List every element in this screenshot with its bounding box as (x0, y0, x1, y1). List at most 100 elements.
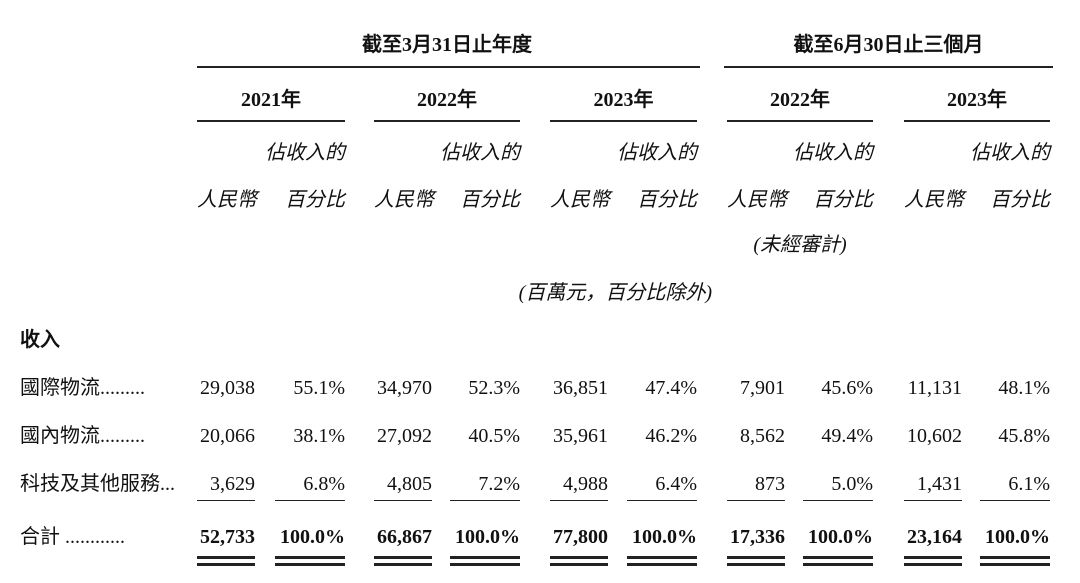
subtotal-rule (450, 500, 520, 501)
cell: 5.0% (831, 473, 873, 495)
cell: 7,901 (740, 377, 785, 399)
cell: 3,629 (210, 473, 255, 495)
subtotal-rule (374, 500, 432, 501)
cell: 29,038 (200, 377, 255, 399)
column-header: 人民幣 (904, 189, 964, 211)
year-header: 2023年 (593, 89, 654, 111)
cell: 4,805 (387, 473, 432, 495)
total-rule (904, 563, 962, 566)
subtotal-rule (275, 500, 345, 501)
column-header: 百分比 (460, 189, 520, 211)
cell: 45.6% (821, 377, 873, 399)
total-rule (980, 556, 1050, 559)
column-header: 百分比 (637, 189, 697, 211)
column-header: 佔收入的 (793, 142, 873, 164)
total-rule (374, 563, 432, 566)
total-rule (727, 563, 785, 566)
total-rule (627, 556, 697, 559)
column-header: 佔收入的 (970, 142, 1050, 164)
subtotal-rule (727, 500, 785, 501)
column-header: 人民幣 (550, 189, 610, 211)
year-header: 2021年 (241, 89, 301, 111)
row-label: 科技及其他服務... (20, 473, 175, 495)
column-header: 佔收入的 (617, 142, 697, 164)
year-rule (197, 120, 345, 122)
cell: 35,961 (553, 425, 608, 447)
cell: 48.1% (998, 377, 1050, 399)
cell: 4,988 (563, 473, 608, 495)
row-label: 合計 ............ (20, 526, 125, 548)
total-rule (727, 556, 785, 559)
section-label: 收入 (20, 329, 60, 351)
total-rule (803, 563, 873, 566)
total-rule (803, 556, 873, 559)
total-rule (904, 556, 962, 559)
cell: 23,164 (907, 526, 962, 548)
subtotal-rule (904, 500, 962, 501)
cell: 55.1% (293, 377, 345, 399)
cell: 40.5% (468, 425, 520, 447)
cell: 11,131 (907, 377, 962, 399)
cell: 77,800 (553, 526, 608, 548)
year-header: 2022年 (417, 89, 477, 111)
cell: 52.3% (468, 377, 520, 399)
group-header: 截至6月30日止三個月 (793, 34, 984, 56)
cell: 49.4% (821, 425, 873, 447)
subtotal-rule (550, 500, 608, 501)
total-rule (627, 563, 697, 566)
column-header: 百分比 (813, 189, 873, 211)
column-header: 人民幣 (374, 189, 434, 211)
cell: 52,733 (200, 526, 255, 548)
subtotal-rule (197, 500, 255, 501)
subtotal-rule (627, 500, 697, 501)
total-rule (550, 563, 608, 566)
cell: 8,562 (740, 425, 785, 447)
total-rule (450, 563, 520, 566)
cell: 1,431 (917, 473, 962, 495)
note: (百萬元，百分比除外) (518, 282, 712, 304)
subtotal-rule (803, 500, 873, 501)
group-header: 截至3月31日止年度 (362, 34, 532, 56)
column-header: 百分比 (990, 189, 1050, 211)
column-header: 人民幣 (727, 189, 787, 211)
cell: 873 (755, 473, 785, 495)
cell: 6.4% (655, 473, 697, 495)
cell: 17,336 (730, 526, 785, 548)
cell: 27,092 (377, 425, 432, 447)
note: (未經審計) (753, 234, 847, 256)
cell: 100.0% (455, 526, 520, 548)
group-rule (724, 66, 1053, 68)
cell: 100.0% (280, 526, 345, 548)
cell: 100.0% (808, 526, 873, 548)
cell: 7.2% (478, 473, 520, 495)
year-rule (904, 120, 1050, 122)
cell: 100.0% (632, 526, 697, 548)
total-rule (197, 556, 255, 559)
cell: 6.1% (1008, 473, 1050, 495)
total-rule (275, 556, 345, 559)
year-rule (727, 120, 873, 122)
total-rule (374, 556, 432, 559)
row-label: 國內物流......... (20, 425, 145, 447)
column-header: 佔收入的 (265, 142, 345, 164)
cell: 100.0% (985, 526, 1050, 548)
cell: 10,602 (907, 425, 962, 447)
column-header: 人民幣 (197, 189, 257, 211)
cell: 45.8% (998, 425, 1050, 447)
cell: 36,851 (553, 377, 608, 399)
year-rule (374, 120, 520, 122)
total-rule (980, 563, 1050, 566)
cell: 34,970 (377, 377, 432, 399)
total-rule (450, 556, 520, 559)
cell: 47.4% (645, 377, 697, 399)
total-rule (550, 556, 608, 559)
cell: 38.1% (293, 425, 345, 447)
cell: 46.2% (645, 425, 697, 447)
year-rule (550, 120, 697, 122)
total-rule (197, 563, 255, 566)
total-rule (275, 563, 345, 566)
year-header: 2023年 (947, 89, 1007, 111)
column-header: 佔收入的 (440, 142, 520, 164)
cell: 66,867 (377, 526, 432, 548)
